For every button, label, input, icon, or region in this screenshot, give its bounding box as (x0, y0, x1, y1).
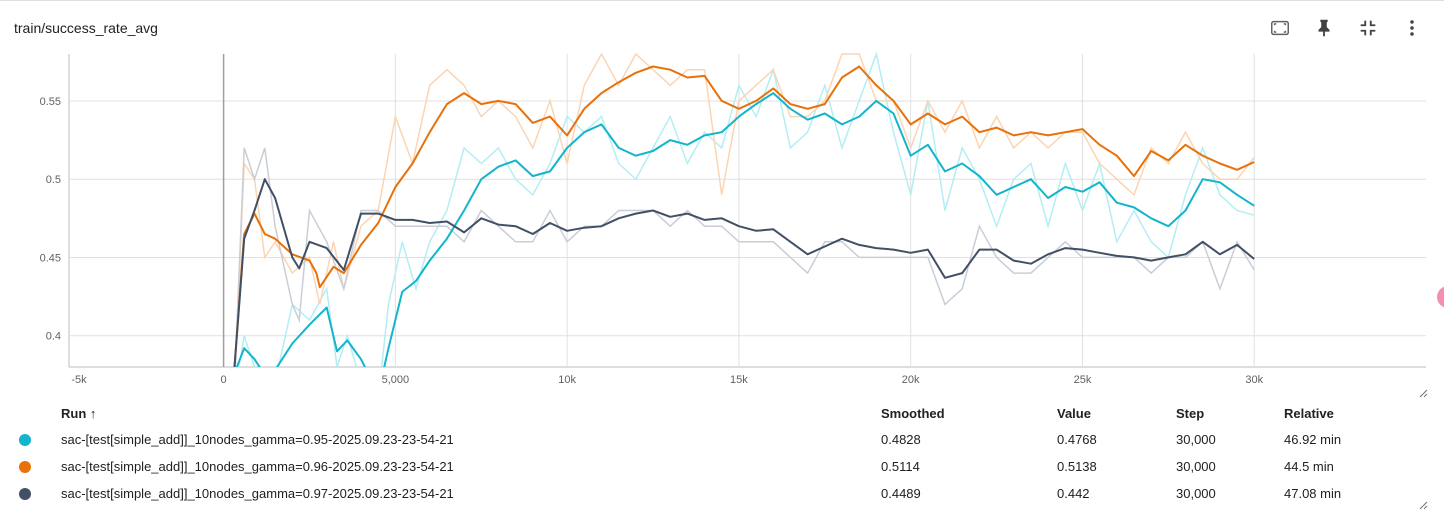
y-tick-label: 0.4 (46, 331, 61, 343)
chart-resize-handle-icon[interactable] (1418, 388, 1428, 398)
table-row[interactable]: sac-[test[simple_add]]_10nodes_gamma=0.9… (0, 427, 1444, 454)
smoothed-value: 0.5114 (881, 459, 920, 474)
smoothed-series-lines (233, 65, 1255, 394)
raw-value: 0.442 (1057, 486, 1090, 501)
x-tick-label: 10k (558, 374, 576, 386)
relative-time: 44.5 min (1284, 459, 1334, 474)
collapse-icon (1360, 20, 1376, 36)
step-value: 30,000 (1176, 432, 1216, 447)
run-name: sac-[test[simple_add]]_10nodes_gamma=0.9… (61, 459, 454, 474)
axis-tick-labels: 0.4 0.45 0.5 0.55 -5k 0 5,000 10k 15k 20k 25k 30k (40, 96, 1264, 386)
x-tick-label: 25k (1074, 374, 1092, 386)
x-tick-label: 5,000 (382, 374, 410, 386)
more-options-button[interactable] (1392, 14, 1432, 42)
y-tick-label: 0.55 (40, 96, 61, 108)
run-color-swatch (19, 488, 31, 500)
line-chart[interactable]: 0.4 0.45 0.5 0.55 -5k 0 5,000 10k 15k 20k 25k 30k (0, 40, 1444, 400)
y-tick-label: 0.5 (46, 174, 61, 186)
chart-grid (68, 54, 1426, 368)
relative-time: 47.08 min (1284, 486, 1342, 501)
x-tick-label: -5k (71, 374, 87, 386)
card-toolbar (1260, 14, 1432, 42)
raw-series-line-2 (234, 147, 1255, 367)
smoothed-series-line-0[interactable] (234, 92, 1255, 394)
run-name: sac-[test[simple_add]]_10nodes_gamma=0.9… (61, 486, 454, 501)
x-tick-label: 20k (902, 374, 920, 386)
header-smoothed[interactable]: Smoothed (881, 406, 945, 421)
run-color-swatch (19, 461, 31, 473)
step-value: 30,000 (1176, 459, 1216, 474)
table-row[interactable]: sac-[test[simple_add]]_10nodes_gamma=0.9… (0, 454, 1444, 481)
fit-domain-button[interactable] (1260, 14, 1300, 42)
y-tick-label: 0.45 (40, 252, 61, 264)
fit-domain-icon (1271, 20, 1289, 36)
collapse-button[interactable] (1348, 14, 1388, 42)
card-title: train/success_rate_avg (14, 20, 158, 36)
x-tick-label: 0 (221, 374, 227, 386)
smoothed-value: 0.4489 (881, 486, 921, 501)
raw-series-line-0 (238, 51, 1255, 367)
smoothed-series-line-1[interactable] (233, 65, 1255, 375)
table-resize-handle-icon[interactable] (1418, 500, 1428, 510)
table-row[interactable]: sac-[test[simple_add]]_10nodes_gamma=0.9… (0, 481, 1444, 508)
run-color-swatch (19, 434, 31, 446)
x-tick-label: 30k (1245, 374, 1263, 386)
header-relative[interactable]: Relative (1284, 406, 1334, 421)
step-value: 30,000 (1176, 486, 1216, 501)
top-border (0, 0, 1444, 1)
relative-time: 46.92 min (1284, 432, 1342, 447)
pin-button[interactable] (1304, 14, 1344, 42)
more-vert-icon (1410, 20, 1414, 36)
header-value[interactable]: Value (1057, 406, 1091, 421)
feedback-bubble-icon[interactable] (1437, 286, 1444, 308)
header-step[interactable]: Step (1176, 406, 1205, 421)
header-run[interactable]: Run ↑ (61, 406, 97, 421)
smoothed-series-line-2[interactable] (233, 178, 1255, 375)
pin-icon (1318, 19, 1330, 37)
raw-value: 0.5138 (1057, 459, 1097, 474)
smoothed-value: 0.4828 (881, 432, 921, 447)
run-name: sac-[test[simple_add]]_10nodes_gamma=0.9… (61, 432, 454, 447)
x-tick-label: 15k (730, 374, 748, 386)
raw-value: 0.4768 (1057, 432, 1097, 447)
